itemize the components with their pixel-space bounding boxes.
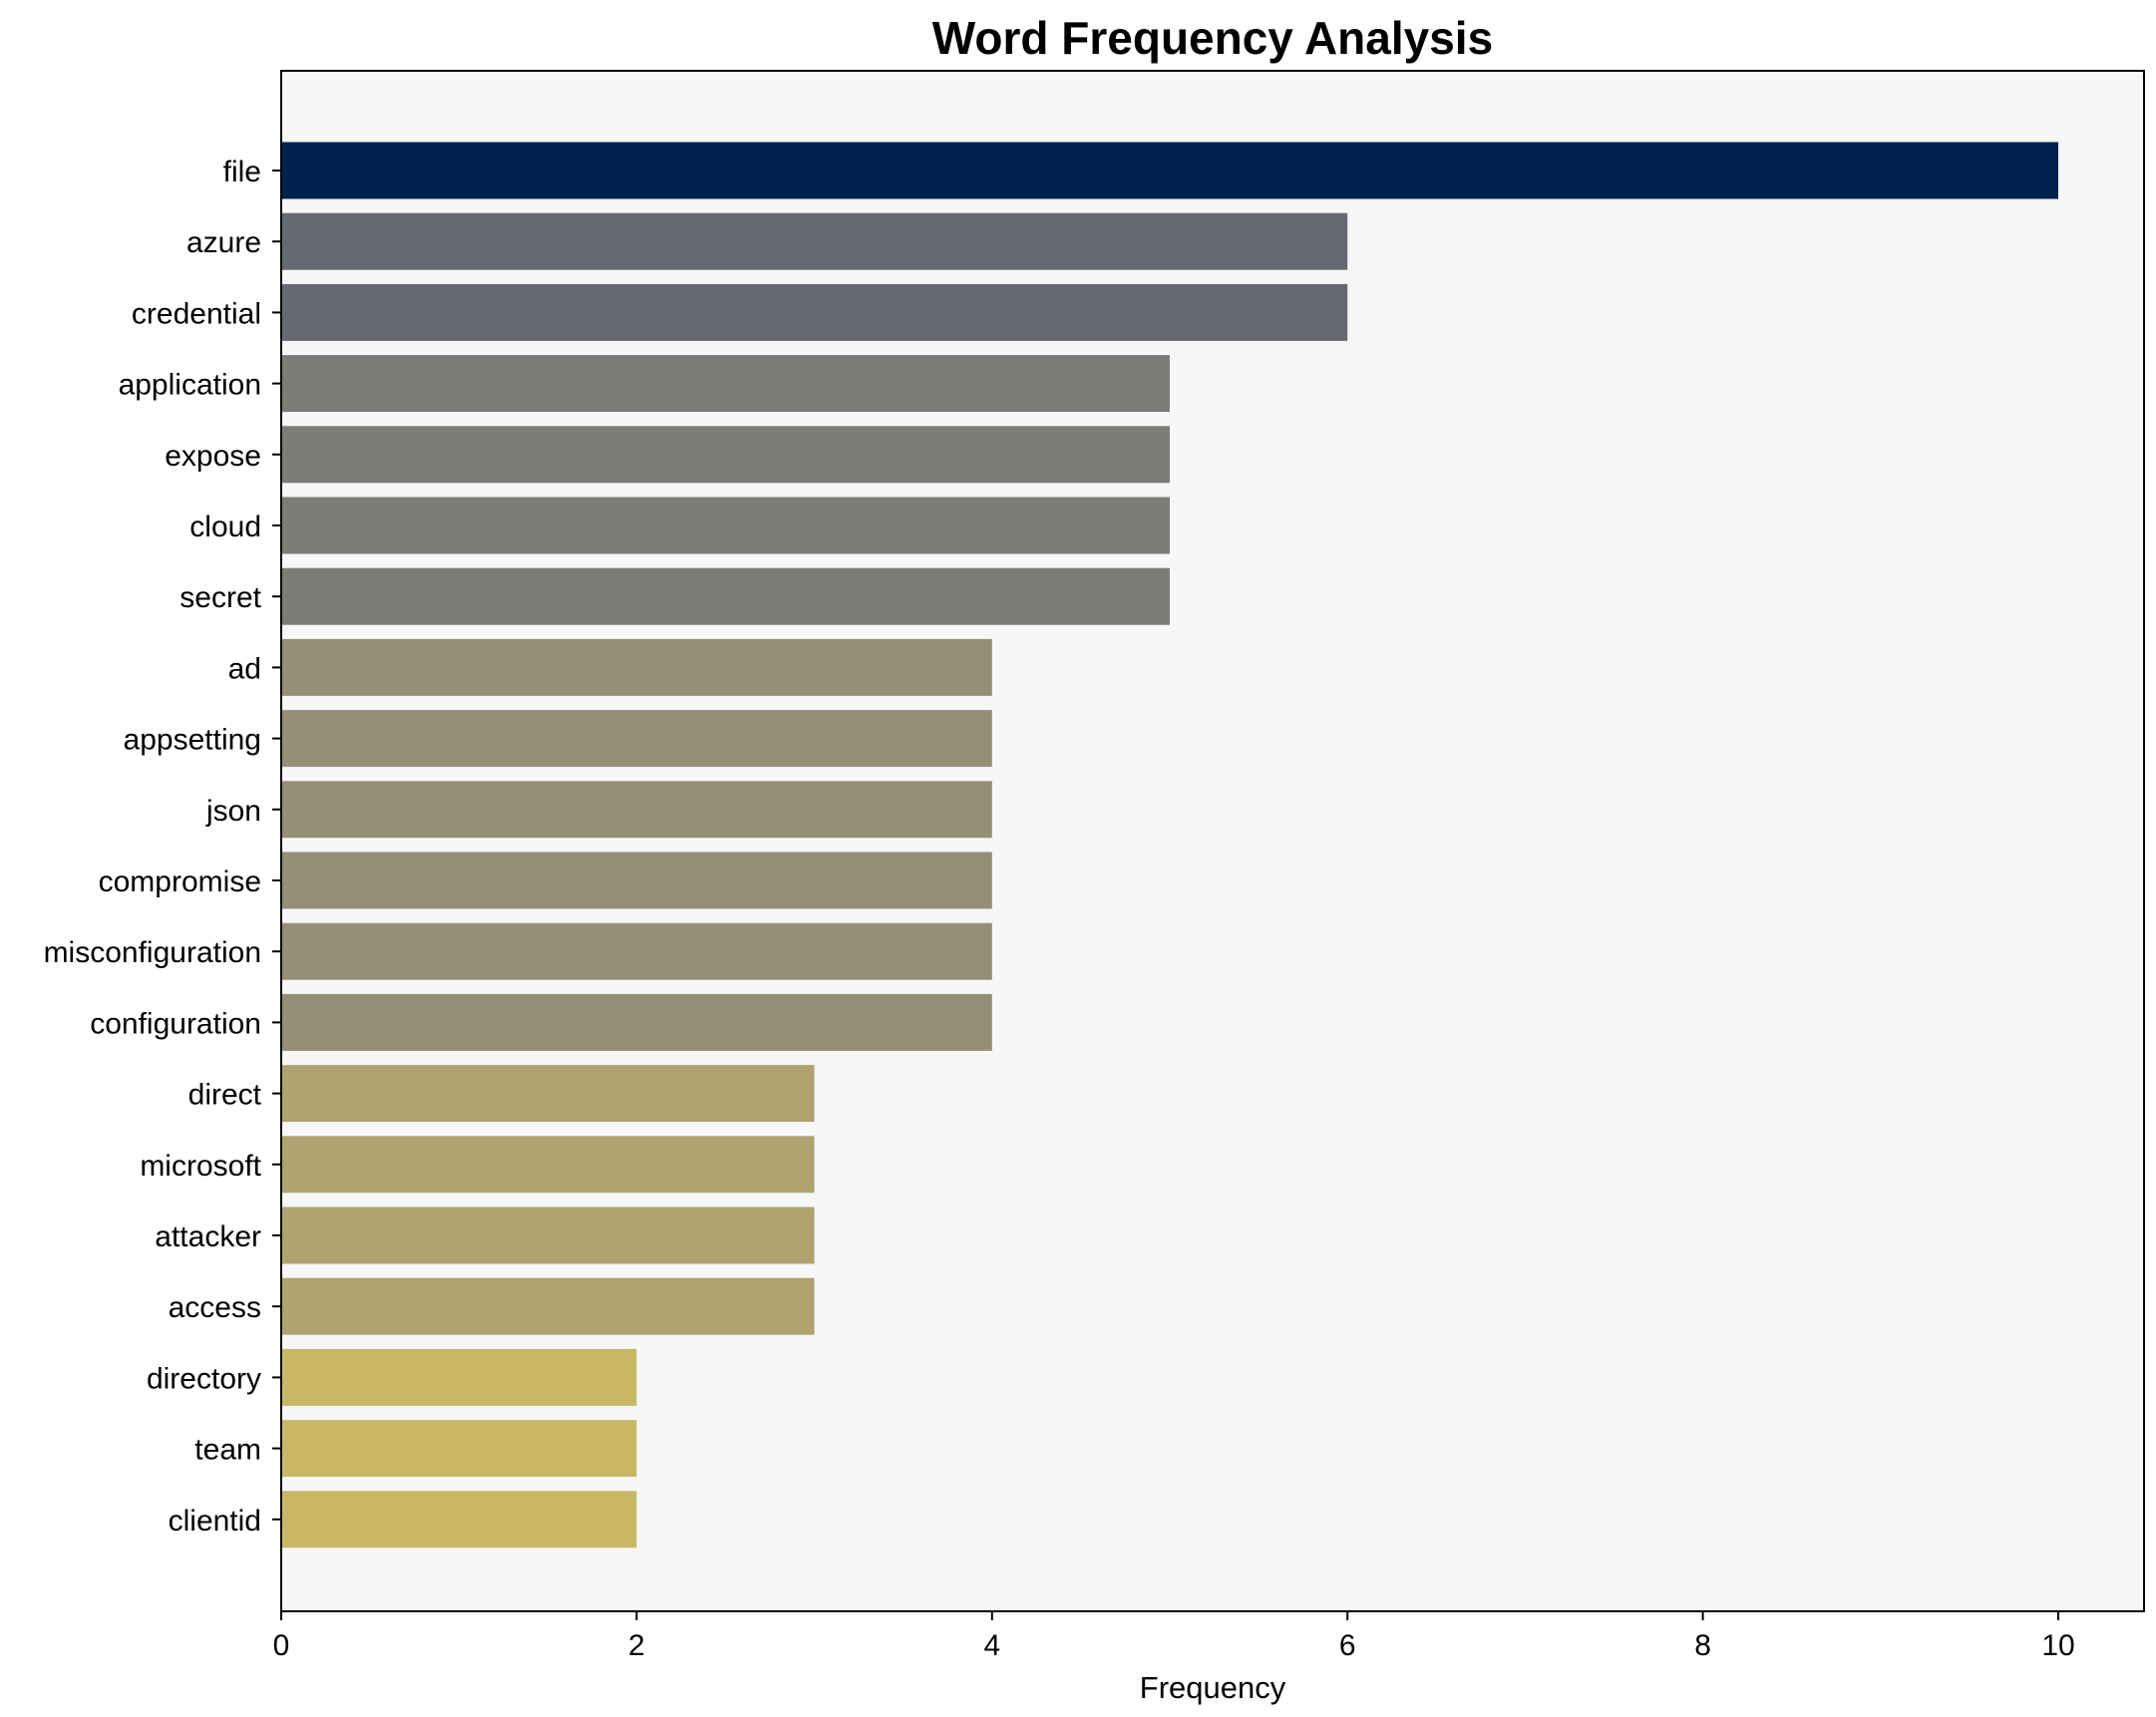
bar-ad bbox=[281, 638, 992, 696]
bar-direct bbox=[281, 1065, 815, 1123]
bar-credential bbox=[281, 283, 1348, 341]
x-axis: 0 2 4 6 8 10 bbox=[273, 1611, 2075, 1662]
y-tick-label-attacker: attacker bbox=[155, 1220, 261, 1253]
y-tick-label-expose: expose bbox=[165, 440, 261, 473]
bar-application bbox=[281, 355, 1170, 413]
bars-group bbox=[281, 142, 2058, 1548]
y-tick-label-application: application bbox=[119, 369, 261, 402]
y-tick-label-secret: secret bbox=[180, 581, 261, 614]
bar-expose bbox=[281, 426, 1170, 484]
x-tick-label-0: 0 bbox=[273, 1629, 290, 1662]
y-tick-label-cloud: cloud bbox=[189, 511, 261, 543]
x-tick-label-4: 4 bbox=[983, 1629, 1000, 1662]
y-tick-label-misconfiguration: misconfiguration bbox=[44, 936, 261, 969]
y-tick-label-json: json bbox=[205, 795, 261, 828]
chart-title: Word Frequency Analysis bbox=[932, 12, 1493, 64]
y-axis: file azure credential application expose clou… bbox=[44, 156, 281, 1538]
bar-misconfiguration bbox=[281, 922, 992, 980]
bar-attacker bbox=[281, 1206, 815, 1264]
y-tick-label-configuration: configuration bbox=[90, 1007, 261, 1040]
y-tick-label-ad: ad bbox=[228, 652, 261, 685]
x-tick-label-8: 8 bbox=[1694, 1629, 1711, 1662]
y-tick-label-team: team bbox=[194, 1434, 261, 1467]
bar-secret bbox=[281, 567, 1170, 625]
y-tick-label-compromise: compromise bbox=[99, 865, 261, 898]
x-axis-label: Frequency bbox=[1140, 1670, 1286, 1705]
bar-azure bbox=[281, 212, 1348, 270]
bar-directory bbox=[281, 1348, 637, 1406]
bar-compromise bbox=[281, 852, 992, 909]
y-tick-label-access: access bbox=[169, 1291, 261, 1324]
y-tick-label-microsoft: microsoft bbox=[140, 1150, 261, 1183]
bar-access bbox=[281, 1277, 815, 1335]
bar-cloud bbox=[281, 497, 1170, 554]
bar-clientid bbox=[281, 1491, 637, 1548]
y-tick-label-file: file bbox=[223, 156, 261, 188]
bar-configuration bbox=[281, 993, 992, 1051]
bar-file bbox=[281, 142, 2058, 199]
y-tick-label-appsetting: appsetting bbox=[124, 724, 261, 757]
bar-microsoft bbox=[281, 1136, 815, 1194]
plot-frame bbox=[280, 70, 2145, 1612]
bar-team bbox=[281, 1420, 637, 1478]
y-tick-label-direct: direct bbox=[188, 1079, 262, 1112]
x-tick-label-6: 6 bbox=[1339, 1629, 1356, 1662]
y-tick-label-azure: azure bbox=[186, 226, 261, 259]
bar-json bbox=[281, 781, 992, 839]
y-tick-label-clientid: clientid bbox=[169, 1505, 261, 1538]
x-tick-label-2: 2 bbox=[628, 1629, 645, 1662]
x-tick-label-10: 10 bbox=[2041, 1629, 2074, 1662]
y-tick-label-credential: credential bbox=[132, 297, 261, 330]
y-tick-label-directory: directory bbox=[147, 1362, 261, 1395]
bar-appsetting bbox=[281, 710, 992, 768]
